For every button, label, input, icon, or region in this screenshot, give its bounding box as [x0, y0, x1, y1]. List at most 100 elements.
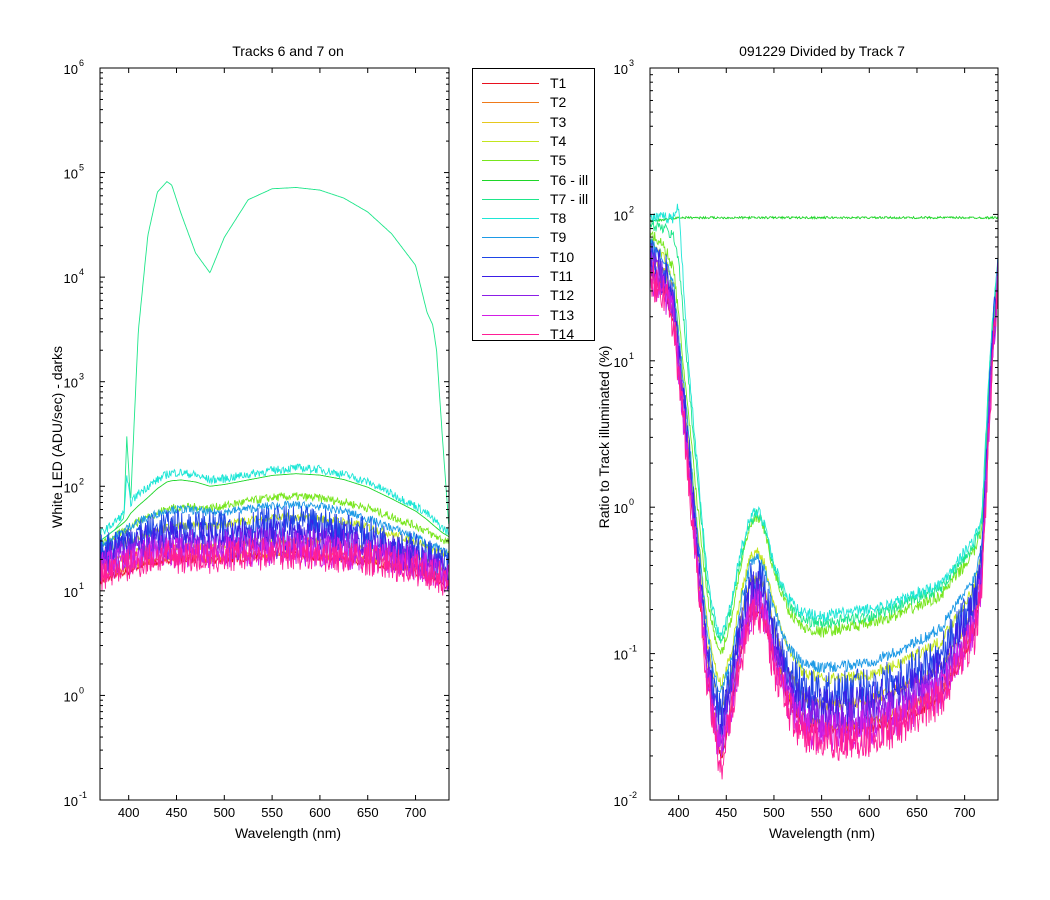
- left-chart-xlabel: Wavelength (nm): [235, 825, 341, 841]
- legend-label: T13: [550, 306, 575, 323]
- legend-item: T3: [473, 113, 594, 132]
- legend-swatch: [482, 218, 539, 220]
- legend-item: T6 - ill: [473, 171, 594, 190]
- legend-swatch: [482, 276, 539, 277]
- y-tick-label: 10: [64, 376, 78, 391]
- x-tick-label: 600: [309, 805, 331, 820]
- y-tick-label: 10: [614, 648, 628, 663]
- y-tick-exponent: 2: [79, 476, 84, 486]
- right-chart: 091229 Divided by Track 7 Ratio to Track…: [596, 43, 999, 841]
- legend-label: T12: [550, 287, 575, 304]
- series-line-t6-ill: [650, 215, 998, 223]
- series-line-t5: [650, 230, 998, 655]
- series-line-t10: [650, 240, 998, 727]
- legend-label: T7 - ill: [550, 190, 589, 207]
- y-tick-exponent: 1: [629, 351, 634, 361]
- series-line-t8: [650, 203, 998, 637]
- legend-swatch: [482, 314, 539, 316]
- legend-swatch: [482, 160, 539, 162]
- legend-item: T7 - ill: [473, 190, 594, 209]
- y-tick-exponent: 6: [79, 58, 84, 68]
- series-line-t9: [650, 238, 998, 694]
- legend-label: T3: [550, 113, 567, 130]
- legend-label: T9: [550, 229, 567, 246]
- series-line-t11: [650, 243, 998, 744]
- left-chart-title: Tracks 6 and 7 on: [232, 43, 344, 59]
- y-tick-label: 10: [64, 271, 78, 286]
- legend-swatch: [482, 179, 539, 181]
- x-tick-label: 400: [118, 805, 140, 820]
- legend-label: T10: [550, 248, 575, 265]
- y-tick-exponent: -2: [629, 790, 637, 800]
- x-tick-label: 550: [261, 805, 283, 820]
- legend-label: T11: [550, 268, 574, 284]
- y-tick-exponent: 4: [79, 267, 84, 277]
- legend-item: T11: [473, 267, 594, 286]
- axes-frame: [649, 67, 999, 801]
- x-tick-label: 450: [166, 805, 188, 820]
- legend-item: T14: [473, 325, 594, 344]
- legend-item: T4: [473, 132, 594, 151]
- legend-label: T5: [550, 152, 567, 169]
- y-tick-label: 10: [64, 167, 78, 182]
- y-tick-label: 10: [614, 62, 628, 77]
- y-tick-exponent: -1: [629, 644, 637, 654]
- legend-swatch: [482, 140, 539, 142]
- y-tick-label: 10: [614, 208, 628, 223]
- series-line-t6-ill: [100, 473, 449, 542]
- y-tick-exponent: 5: [79, 163, 84, 173]
- legend-label: T4: [550, 132, 567, 149]
- x-tick-label: 500: [763, 805, 785, 820]
- legend: T1 T2 T3 T4 T5 T6 - ill T7 - ill T8 T9 T10 T11 T12 T…: [472, 68, 595, 344]
- legend-swatch: [482, 102, 539, 104]
- y-tick-label: 10: [64, 62, 78, 77]
- y-tick-exponent: 3: [629, 58, 634, 68]
- x-tick-label: 700: [954, 805, 976, 820]
- y-tick-label: 10: [64, 585, 78, 600]
- legend-swatch: [482, 198, 539, 200]
- legend-swatch: [482, 121, 539, 123]
- x-tick-label: 450: [715, 805, 737, 820]
- legend-swatch: [482, 237, 539, 239]
- y-tick-label: 10: [64, 794, 78, 809]
- y-tick-label: 10: [614, 501, 628, 516]
- y-tick-exponent: 3: [79, 372, 84, 382]
- x-tick-label: 700: [405, 805, 427, 820]
- y-tick-exponent: 2: [629, 204, 634, 214]
- legend-swatch: [482, 83, 539, 84]
- legend-label: T2: [550, 94, 567, 111]
- series-line-t9: [100, 500, 449, 559]
- legend-label: T14: [550, 325, 575, 342]
- legend-label: T8: [550, 210, 567, 227]
- y-tick-exponent: 0: [79, 685, 84, 695]
- legend-item: T9: [473, 228, 594, 247]
- series-line-t12: [650, 252, 998, 752]
- legend-swatch: [482, 256, 539, 258]
- y-tick-exponent: 0: [629, 497, 634, 507]
- series-line-t7-ill: [100, 180, 449, 542]
- legend-label: T1: [550, 75, 567, 91]
- legend-item: T2: [473, 93, 594, 112]
- x-tick-label: 650: [357, 805, 379, 820]
- x-tick-label: 550: [811, 805, 833, 820]
- x-tick-label: 500: [213, 805, 235, 820]
- series-line-t14: [100, 536, 449, 596]
- series-line-t4: [650, 238, 998, 690]
- y-tick-exponent: -1: [79, 790, 87, 800]
- y-tick-label: 10: [614, 794, 628, 809]
- legend-item: T5: [473, 151, 594, 170]
- x-tick-label: 400: [668, 805, 690, 820]
- right-chart-xlabel: Wavelength (nm): [769, 825, 875, 841]
- left-chart: Tracks 6 and 7 on White LED (ADU/sec) - …: [49, 43, 450, 841]
- y-tick-label: 10: [614, 355, 628, 370]
- series-line-t7-ill: [650, 219, 998, 644]
- legend-item: T1: [473, 74, 594, 93]
- y-tick-exponent: 1: [79, 581, 84, 591]
- series-line-t5: [100, 491, 449, 547]
- series-line-t8: [100, 463, 449, 536]
- left-chart-ylabel: White LED (ADU/sec) - darks: [49, 346, 65, 528]
- series-line-t14: [650, 261, 998, 780]
